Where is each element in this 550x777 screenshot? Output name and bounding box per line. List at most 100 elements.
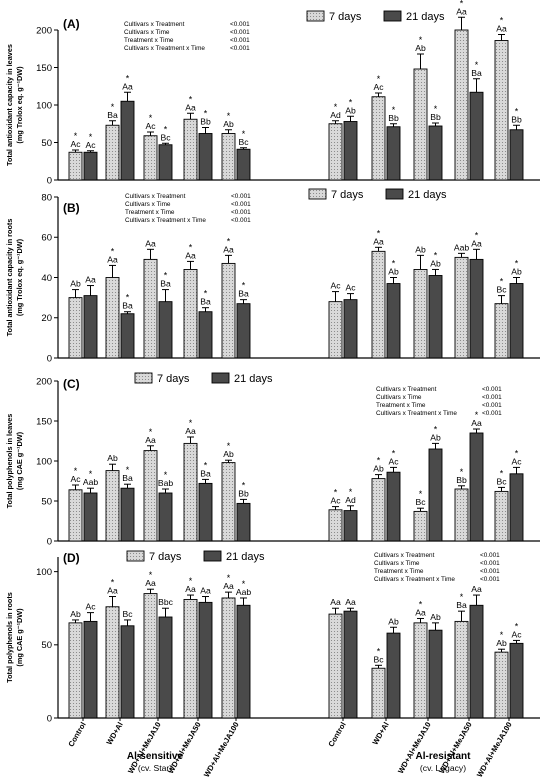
significance-star: *: [242, 129, 246, 139]
bar: [343, 299, 358, 359]
bar: [328, 301, 343, 359]
legend: 7 days 21 days: [306, 10, 445, 23]
stats-term: Cultivars x Treatment: [376, 386, 437, 393]
panel-label: (A): [63, 17, 80, 31]
significance-star: *: [515, 448, 519, 458]
significance-star: *: [334, 488, 338, 498]
y-tick-label: 150: [36, 416, 52, 427]
significance-label: Ab: [496, 638, 507, 648]
significance-label: Ab: [373, 464, 384, 474]
significance-star: *: [164, 124, 168, 134]
significance-label: Aab: [83, 477, 99, 487]
legend-label-1: 21 days: [234, 373, 273, 385]
bar: [509, 129, 524, 181]
significance-label: Ab: [430, 612, 441, 622]
significance-star: *: [392, 259, 396, 269]
significance-star: *: [392, 448, 396, 458]
bar: [83, 295, 98, 359]
stats-table: Cultivars x Treatment <0.001 Cultivars x T…: [125, 193, 251, 224]
bar: [469, 91, 484, 181]
stats-term: Cultivars x Time: [374, 560, 420, 567]
significance-label: Ad: [330, 110, 341, 120]
group-label: Al-resistant: [415, 751, 471, 762]
y-axis-title: (mg Trolox eq. g⁻¹DW): [15, 66, 24, 144]
significance-star: *: [126, 293, 130, 303]
stats-pvalue: <0.001: [231, 217, 251, 224]
significance-label: Bb: [456, 475, 467, 485]
stats-term: Cultivars x Treatment x Time: [374, 576, 455, 583]
significance-label: Bab: [158, 478, 174, 488]
significance-star: *: [334, 102, 338, 112]
significance-label: Ac: [511, 456, 522, 466]
significance-label: Aa: [330, 597, 341, 607]
y-axis-title: Total antioxidant capacity in roots: [5, 219, 14, 337]
y-tick-label: 50: [41, 496, 52, 507]
significance-star: *: [227, 236, 231, 246]
significance-label: Ac: [70, 474, 81, 484]
significance-star: *: [460, 592, 464, 602]
significance-label: Ac: [145, 121, 156, 131]
y-tick-label: 100: [36, 567, 52, 578]
significance-star: *: [434, 104, 438, 114]
bar: [183, 598, 198, 719]
y-tick-label: 200: [36, 376, 52, 387]
bar: [68, 622, 83, 719]
significance-star: *: [164, 470, 168, 480]
significance-star: *: [349, 487, 353, 497]
significance-star: *: [111, 578, 115, 588]
significance-star: *: [377, 456, 381, 466]
significance-label: Ac: [511, 629, 522, 639]
legend-label-1: 21 days: [406, 11, 445, 23]
bar: [343, 121, 358, 181]
legend-swatch-1: [211, 372, 230, 384]
y-axis-title: Total antioxidant capacity in leaves: [5, 44, 14, 166]
bar: [343, 510, 358, 542]
significance-label: Bc: [496, 476, 507, 486]
stats-term: Treatment x Time: [374, 568, 424, 575]
significance-star: *: [434, 250, 438, 260]
significance-star: *: [500, 630, 504, 640]
y-tick-label: 40: [41, 273, 52, 284]
significance-label: Bc: [160, 132, 171, 142]
bar: [120, 100, 135, 181]
stats-term: Cultivars x Treatment: [374, 552, 435, 559]
series-0: Ac*Ba*Ac*Aa*Ab* Ad*Ac*Ab*Aa*Aa*: [68, 0, 509, 181]
stats-term: Cultivars x Treatment x Time: [376, 410, 457, 417]
y-tick-label: 20: [41, 313, 52, 324]
bar: [328, 123, 343, 181]
significance-star: *: [204, 109, 208, 119]
significance-label: Bbc: [158, 597, 174, 607]
bar: [413, 510, 428, 542]
group-cultivar: (cv. Legacy): [420, 763, 466, 773]
significance-label: Aa: [471, 238, 482, 248]
legend-label-0: 7 days: [331, 189, 364, 201]
stats-table: Cultivars x Treatment <0.001 Cultivars x T…: [124, 21, 250, 52]
bar: [143, 135, 158, 181]
significance-label: Aa: [107, 586, 118, 596]
significance-star: *: [111, 102, 115, 112]
significance-star: *: [500, 277, 504, 287]
significance-label: Bc: [373, 654, 384, 664]
significance-star: *: [89, 469, 93, 479]
bar: [386, 632, 401, 719]
y-axis-title: (mg CAE g⁻¹DW): [15, 431, 24, 490]
significance-star: *: [189, 576, 193, 586]
significance-star: *: [149, 427, 153, 437]
bar: [413, 622, 428, 719]
significance-star: *: [377, 228, 381, 238]
stats-term: Cultivars x Time: [125, 201, 171, 208]
bar: [158, 492, 173, 542]
significance-label: Bb: [238, 488, 249, 498]
significance-label: Ad: [345, 495, 356, 505]
significance-label: Ba: [456, 600, 467, 610]
stats-pvalue: <0.001: [231, 201, 251, 208]
bar: [105, 606, 120, 719]
significance-label: Aa: [223, 244, 234, 254]
significance-label: Ab: [223, 119, 234, 129]
bar: [454, 29, 469, 181]
